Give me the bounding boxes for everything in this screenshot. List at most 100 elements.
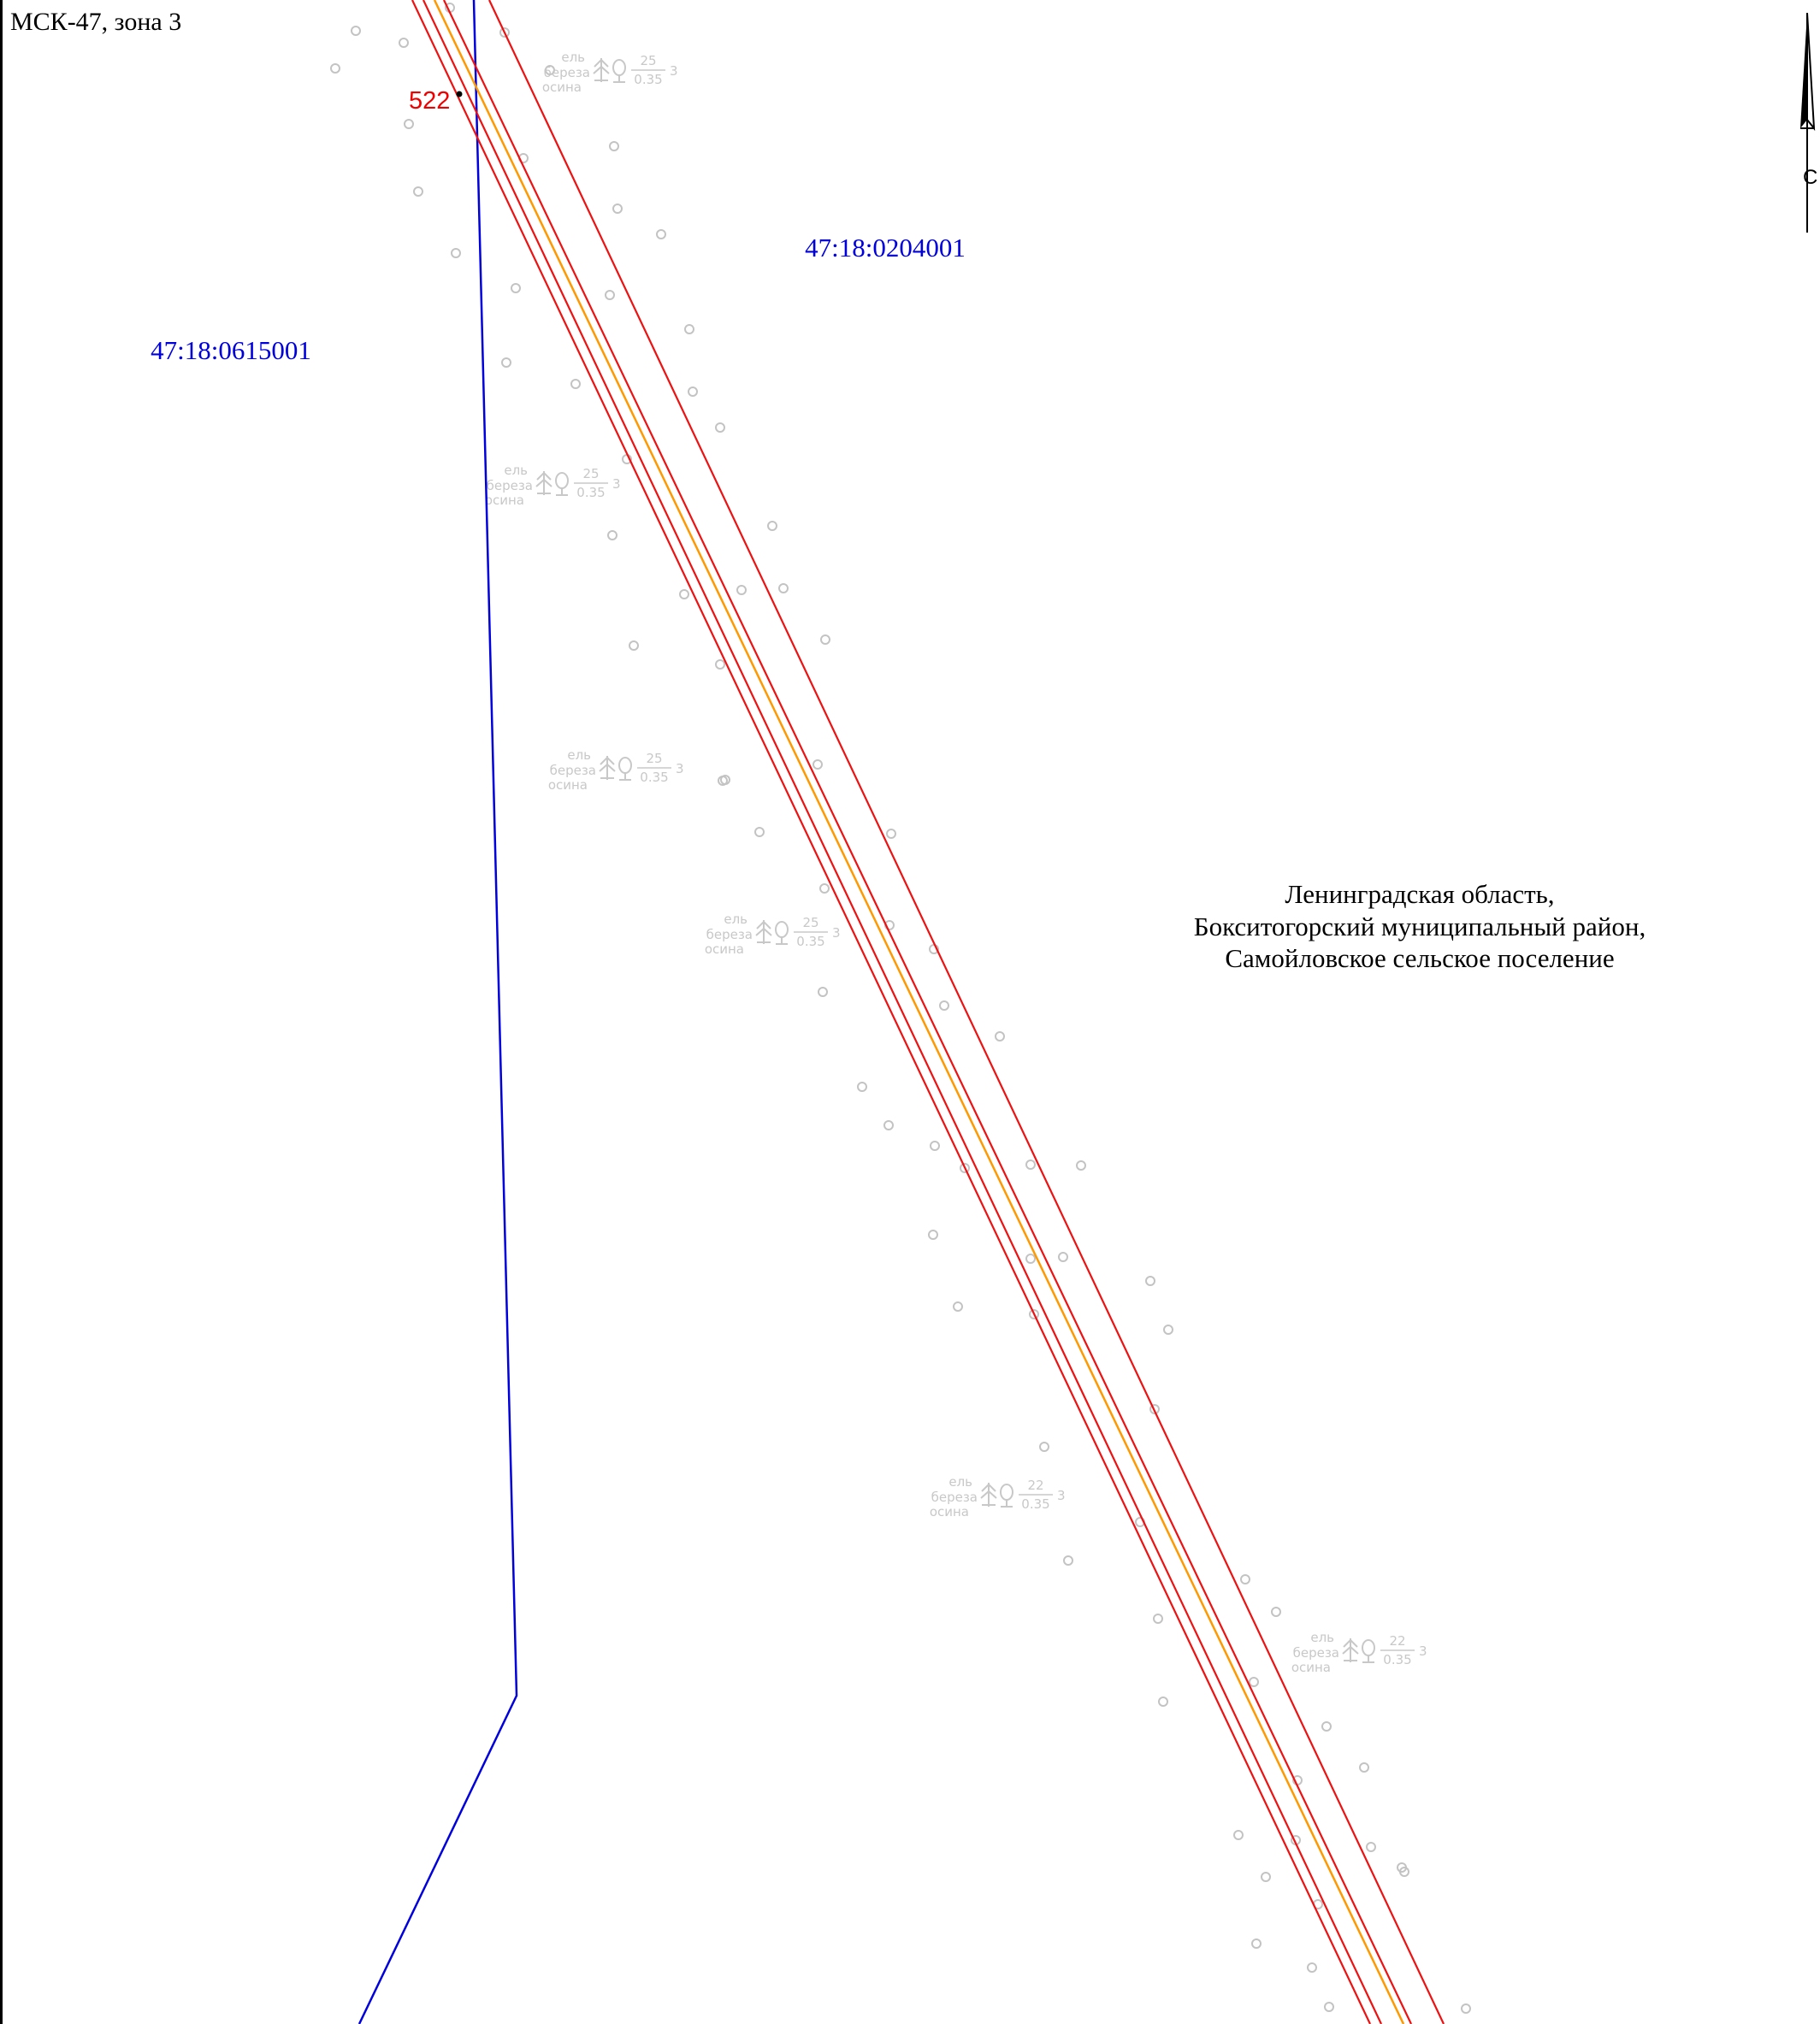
survey-dot [511,283,521,293]
survey-dot [351,26,361,36]
survey-dot [1025,1254,1036,1264]
survey-dot [1461,2003,1471,2014]
survey-dot [767,521,777,531]
survey-dot [886,829,896,839]
conifer-tree-icon [755,920,772,944]
survey-dot [820,634,830,645]
forest-species-1: ель [504,463,528,478]
survey-dot [778,583,789,593]
forest-class: 3 [676,761,684,776]
forest-species-3: осина [485,493,524,508]
survey-dot [570,379,581,389]
survey-dot [1163,1325,1173,1335]
survey-dot [1251,1938,1262,1949]
strip-boundary-inner-left[interactable] [422,0,1382,2024]
forest-labels: ельберезаосина250.353ельберезаосина250.3… [485,50,1427,1675]
survey-dot [1158,1697,1168,1707]
survey-dot [1249,1677,1259,1687]
survey-dot [1153,1614,1163,1624]
north-arrow-icon [1800,12,1816,233]
deciduous-tree-icon [612,59,626,83]
survey-dot [939,1000,949,1011]
strip-boundary-inner-right[interactable] [443,0,1412,2024]
forest-density: 0.35 [576,485,605,500]
forest-species-2: береза [931,1490,978,1505]
forest-class: 3 [612,476,621,492]
region-label-line-1: Ленинградская область, [1285,879,1554,909]
survey-dot [501,357,511,368]
forest-species-1: ель [724,912,748,927]
survey-dot [1359,1762,1369,1773]
survey-dot [1233,1830,1244,1840]
conifer-tree-icon [599,756,616,780]
survey-dot [1261,1872,1271,1882]
forest-class: 3 [1057,1488,1066,1503]
survey-point-label: 522 [409,87,450,115]
survey-dot [413,186,423,197]
forest-species-3: осина [548,777,588,793]
survey-dot [715,422,725,433]
cadastral-block-label-1: 47:18:0204001 [805,233,966,263]
survey-dot [1321,1721,1332,1732]
strip-axis-line[interactable] [433,0,1405,2024]
survey-dot [679,589,689,599]
survey-dot [930,1141,940,1151]
forest-class: 3 [1419,1643,1427,1659]
deciduous-tree-icon [618,757,632,781]
strip-boundary-outer-left[interactable] [411,0,1371,2024]
forest-species-2: береза [706,927,753,942]
forest-species-2: береза [1293,1645,1339,1661]
survey-dot [1397,1862,1407,1873]
forest-class: 3 [670,63,678,79]
conifer-tree-icon [1342,1638,1359,1662]
forest-species-1: ель [567,747,591,763]
survey-dot [688,387,698,397]
survey-dot [1025,1160,1036,1170]
deciduous-tree-icon [1000,1484,1013,1508]
survey-dot [1366,1842,1376,1852]
survey-dot [754,827,765,837]
survey-dot [545,65,555,75]
forest-species-1: ель [561,50,585,65]
survey-dot [1029,1309,1039,1319]
forest-species-1: ель [948,1474,972,1490]
survey-dot [330,63,340,74]
survey-dot [612,204,623,214]
cadastral-block-label-2: 47:18:0615001 [151,335,311,365]
forest-density: 0.35 [796,934,824,949]
forest-species-2: береза [487,478,533,493]
deciduous-tree-icon [775,921,789,945]
survey-dot [819,883,830,894]
survey-dot [499,27,510,38]
north-label: С [1803,166,1817,189]
survey-dot [1149,1404,1160,1414]
survey-dot [715,659,725,670]
survey-dot [1058,1252,1068,1262]
forest-height: 25 [640,53,656,68]
survey-dot [736,585,747,595]
survey-point-marker[interactable] [456,91,463,97]
strip-boundary-outer-right[interactable] [488,0,1445,2024]
cadastral-boundary-line[interactable] [358,0,518,2024]
survey-dot [953,1301,963,1312]
survey-dot [404,119,414,129]
survey-dot [629,640,639,651]
forest-density: 0.35 [1021,1496,1049,1512]
survey-dot [451,248,461,258]
survey-dot [1324,2002,1334,2012]
conifer-tree-icon [980,1483,997,1507]
forest-height: 22 [1027,1478,1043,1493]
survey-dot [995,1031,1005,1042]
survey-dot [605,290,615,300]
survey-dot [812,759,823,770]
survey-dot [656,229,666,239]
survey-dot [928,1230,938,1240]
coordinate-system-label: МСК-47, зона 3 [10,8,181,36]
region-label-line-3: Самойловское сельское поселение [1225,943,1614,973]
forest-species-2: береза [544,65,590,80]
